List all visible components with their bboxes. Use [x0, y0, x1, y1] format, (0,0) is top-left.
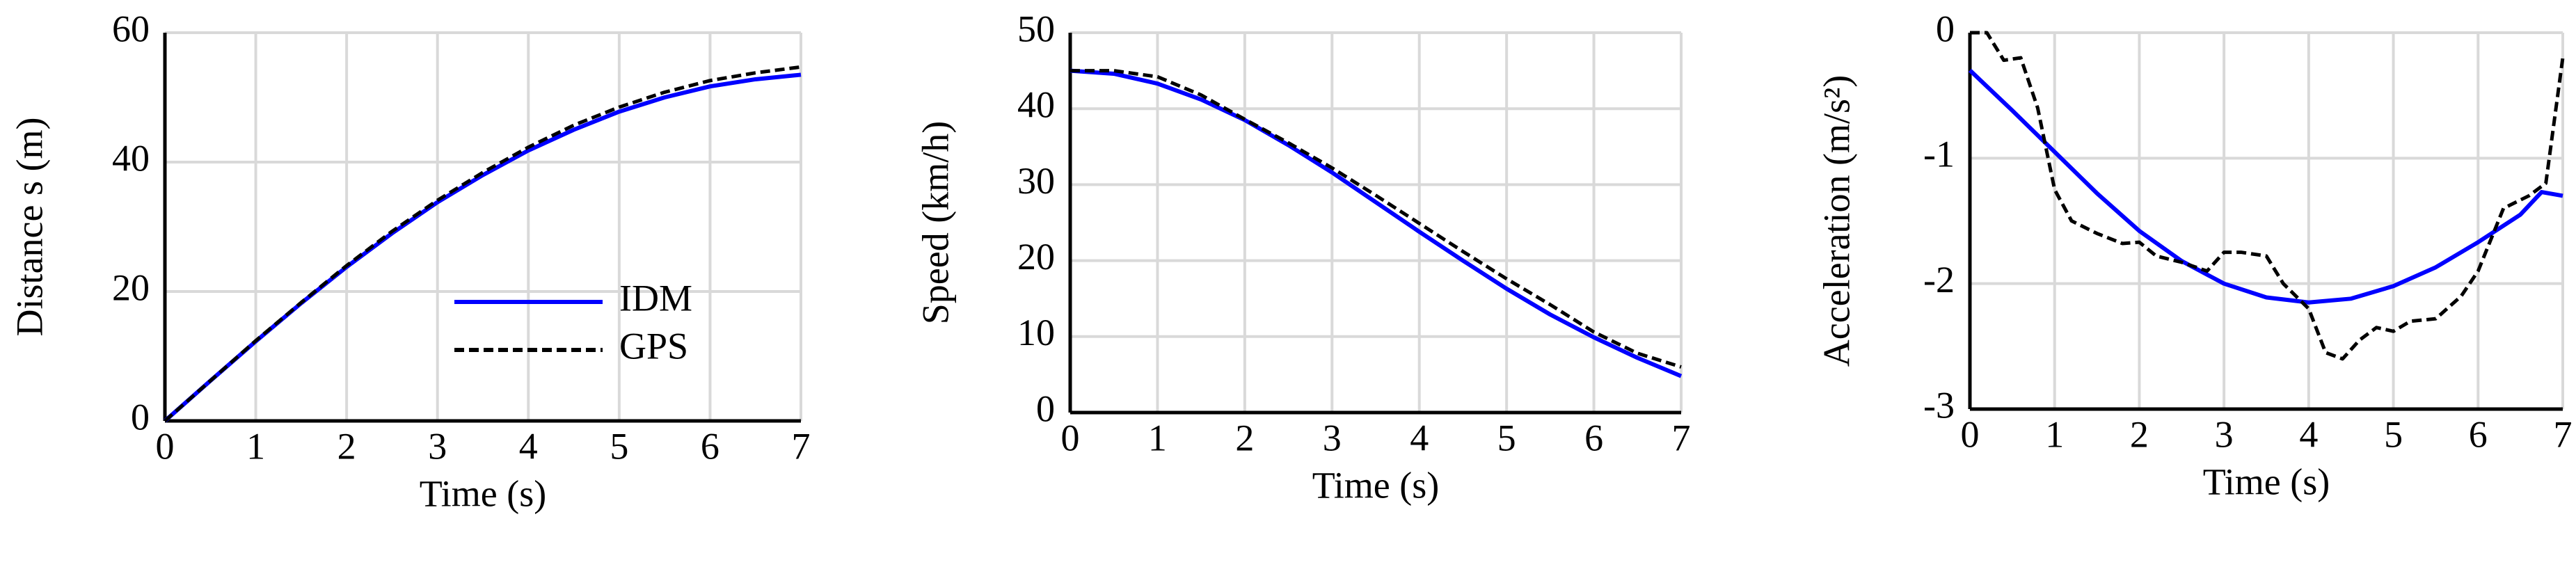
x-tick-label: 0 [156, 425, 175, 467]
x-tick-label: 6 [2469, 413, 2488, 455]
y-axis-title: Speed (km/h) [914, 121, 956, 324]
y-tick-label: 0 [1936, 8, 1955, 49]
y-tick-label: 10 [1017, 312, 1055, 353]
x-tick-label: 1 [2045, 413, 2064, 455]
x-tick-label: 7 [792, 425, 811, 467]
chart-panel: 0 1 2 3 4 5 6 7 0 20 40 60 Time (s) Distance s (m) IDM… [8, 8, 810, 514]
x-tick-label: 7 [1672, 417, 1691, 458]
x-tick-label: 3 [1323, 417, 1342, 458]
x-tick-label: 3 [428, 425, 447, 467]
x-tick-label: 4 [519, 425, 538, 467]
x-tick-label: 1 [1148, 417, 1167, 458]
y-tick-label: 0 [1036, 388, 1055, 429]
x-tick-label: 2 [337, 425, 356, 467]
x-tick-label: 2 [1235, 417, 1254, 458]
y-tick-label: 20 [1017, 236, 1055, 278]
series-line [1070, 69, 1682, 369]
chart-panel: 0 1 2 3 4 5 6 7 -3 -2 -1 0 Time (s) Acceleration (m/s… [1815, 8, 2572, 502]
x-tick-label: 6 [1584, 417, 1603, 458]
x-tick-label: 4 [1410, 417, 1429, 458]
series-line [1968, 68, 2563, 305]
x-axis-title: Time (s) [1312, 464, 1440, 506]
series-line [1070, 68, 1683, 378]
y-tick-label: 50 [1017, 8, 1055, 49]
x-tick-label: 4 [2299, 413, 2318, 455]
x-tick-label: 5 [2384, 413, 2403, 455]
x-tick-label: 1 [246, 425, 265, 467]
x-axis-title: Time (s) [420, 472, 547, 514]
y-tick-label: 60 [112, 8, 150, 49]
x-tick-label: 6 [701, 425, 719, 467]
x-tick-label: 2 [2130, 413, 2149, 455]
chart-panel: 0 1 2 3 4 5 6 7 0 10 20 30 40 50 Time (s) Speed (km/h) [914, 8, 1690, 506]
y-axis-title: Acceleration (m/s²) [1815, 75, 1857, 367]
series-line [164, 65, 802, 422]
y-tick-label: 40 [112, 137, 150, 179]
y-tick-label: -1 [1923, 134, 1955, 175]
x-tick-label: 7 [2554, 413, 2573, 455]
y-tick-label: 20 [112, 266, 150, 308]
x-tick-label: 3 [2215, 413, 2234, 455]
legend-label: IDM [619, 277, 692, 319]
legend-label: GPS [619, 325, 688, 367]
y-tick-label: 0 [131, 396, 150, 438]
x-tick-label: 5 [610, 425, 628, 467]
y-tick-label: -3 [1923, 384, 1955, 426]
y-axis-title: Distance s (m) [8, 118, 50, 337]
y-tick-label: 40 [1017, 84, 1055, 126]
y-tick-label: -2 [1923, 259, 1955, 301]
series-line [1970, 31, 2565, 361]
x-tick-label: 0 [1961, 413, 1980, 455]
series-line [164, 72, 802, 423]
x-axis-title: Time (s) [2203, 461, 2330, 502]
y-tick-label: 30 [1017, 160, 1055, 202]
x-tick-label: 5 [1497, 417, 1516, 458]
x-tick-label: 0 [1061, 417, 1080, 458]
